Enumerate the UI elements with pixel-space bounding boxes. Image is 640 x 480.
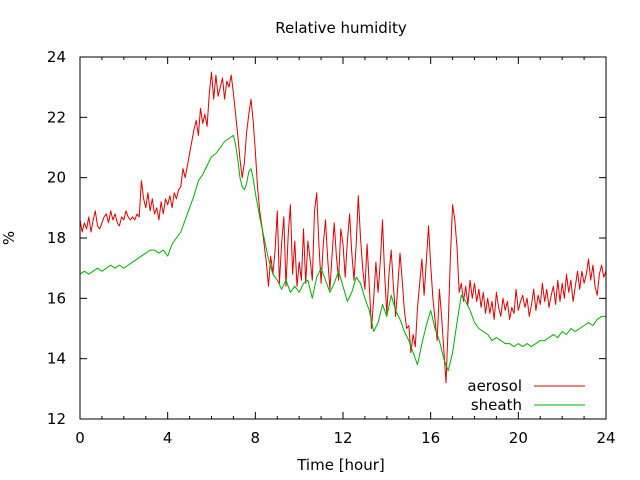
plot-frame — [79, 56, 607, 420]
legend-label-aerosol: aerosol — [467, 377, 522, 395]
y-tick-label: 14 — [47, 350, 66, 368]
series-line-sheath — [79, 134, 606, 372]
y-tick-label: 16 — [47, 289, 66, 307]
x-tick-label: 8 — [251, 429, 261, 447]
series-line-aerosol — [79, 71, 607, 384]
x-tick-label: 12 — [333, 429, 352, 447]
y-tick-label: 24 — [47, 48, 66, 66]
y-tick-label: 18 — [47, 229, 66, 247]
y-axis-label: % — [0, 231, 18, 245]
y-tick-label: 20 — [47, 169, 66, 187]
x-axis-label: Time [hour] — [296, 456, 385, 474]
series-layer — [79, 71, 607, 384]
x-tick-label: 4 — [163, 429, 173, 447]
x-tick-label: 0 — [75, 429, 85, 447]
y-tick-label: 12 — [47, 410, 66, 428]
x-tick-label: 20 — [509, 429, 528, 447]
legend-label-sheath: sheath — [471, 396, 522, 414]
y-tick-label: 22 — [47, 108, 66, 126]
ticks-layer: 0 4 8 12 16 20 24 12 14 16 18 20 22 24 — [47, 48, 616, 447]
chart-title: Relative humidity — [275, 19, 407, 37]
x-tick-label: 24 — [596, 429, 615, 447]
x-tick-label: 16 — [421, 429, 440, 447]
